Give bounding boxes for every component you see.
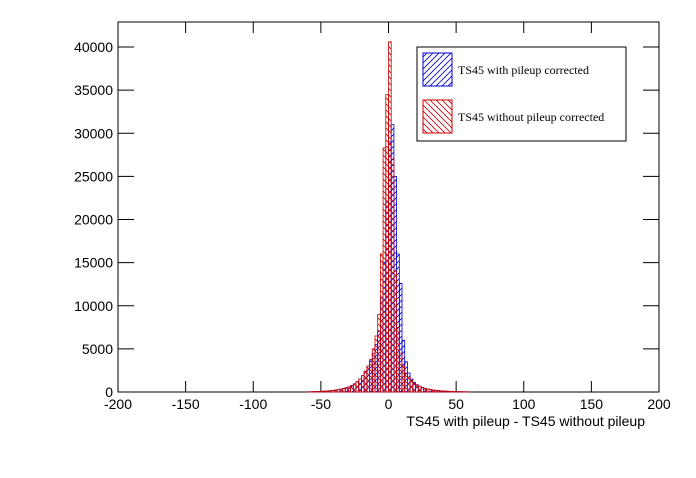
histogram-bar [413,383,416,392]
y-tick-label: 25000 [74,168,113,184]
histogram-bar [445,391,448,392]
histogram-bar [451,391,454,392]
legend-label: TS45 without pileup corrected [458,110,604,124]
x-tick-label: 0 [385,396,393,412]
histogram-bar [386,94,389,392]
histogram-bar [356,382,359,392]
y-tick-label: 10000 [74,298,113,314]
x-tick-label: 150 [580,396,604,412]
y-tick-label: 30000 [74,125,113,141]
histogram-bar [361,376,364,392]
histogram-bar [424,388,427,392]
histogram-bar [380,254,383,392]
histogram-bar [332,390,335,392]
x-tick-label: -50 [311,396,331,412]
x-tick-label: 50 [448,396,464,412]
histogram-bar [407,377,410,392]
x-tick-label: -150 [172,396,200,412]
y-tick-label: 15000 [74,255,113,271]
histogram-bar [405,373,408,392]
legend-swatch [423,100,452,133]
histogram-bar [418,386,421,392]
histogram-bar [434,390,437,392]
x-tick-label: 100 [512,396,536,412]
histogram-bar [348,387,351,392]
histogram-bar [326,391,329,392]
histogram-bar [391,159,394,392]
histogram-bar [340,389,343,392]
histogram-bar [443,391,446,392]
histogram-bar [345,388,348,392]
histogram-bar [321,391,324,392]
histogram-bar [397,327,400,392]
histogram-bar [324,391,327,392]
histogram-bar [432,390,435,392]
histogram-bar [351,386,354,392]
histogram-bar [372,349,375,392]
histogram-bar [329,391,332,392]
histogram-bar [402,366,405,392]
y-tick-label: 20000 [74,212,113,228]
histogram-bar [378,314,381,392]
y-tick-label: 40000 [74,39,113,55]
x-tick-label: 200 [647,396,671,412]
histogram-bar [364,371,367,392]
legend-swatch [423,53,452,86]
y-tick-label: 5000 [82,341,113,357]
x-axis-title: TS45 with pileup - TS45 without pileup [406,413,645,429]
histogram-bar [353,384,356,392]
histogram-bar [359,379,362,392]
histogram-bar [440,391,443,392]
histogram-bar [375,336,378,392]
histogram-bar [429,390,432,392]
histogram-bar [318,391,321,392]
histogram-bar [416,385,419,392]
histogram-bar [394,271,397,392]
histogram-bar [343,389,346,392]
legend-label: TS45 with pileup corrected [458,63,589,77]
histogram-bar [426,389,429,392]
histogram-bar [410,381,413,392]
histogram-bar [383,148,386,392]
histogram-bar [367,366,370,392]
y-tick-label: 0 [105,384,113,400]
x-tick-label: -100 [239,396,267,412]
histogram-bar [399,353,402,392]
histogram-bar [370,359,373,392]
histogram-bar [421,388,424,392]
histogram-bar [334,390,337,392]
histogram-bar [337,390,340,392]
histogram-bar [389,42,392,392]
y-tick-label: 35000 [74,82,113,98]
histogram-bar [437,391,440,392]
histogram-bar [448,391,451,392]
